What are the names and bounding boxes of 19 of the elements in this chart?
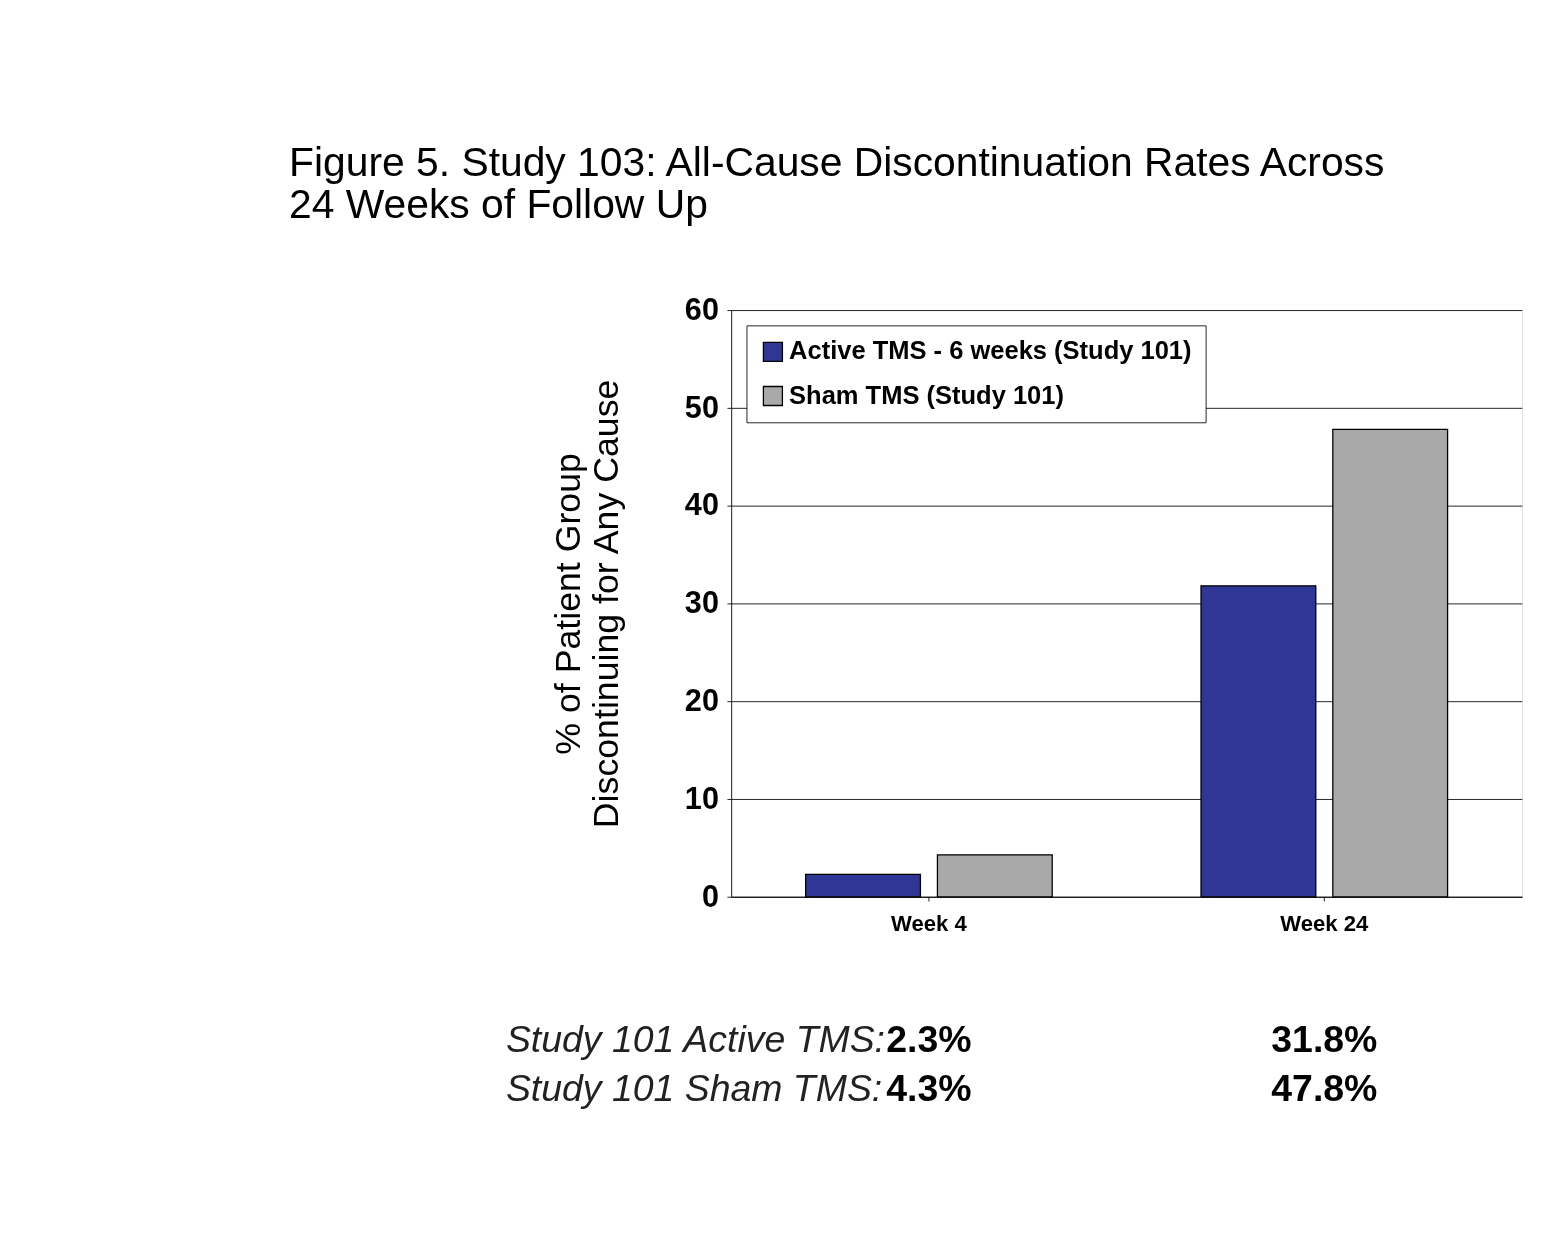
y-axis-title: % of Patient Group Discontinuing for Any Cause [548, 379, 626, 829]
text: Study 101 Active TMS: [505, 1018, 885, 1061]
legend-label: Active TMS - 6 weeks (Study 101) [789, 336, 1192, 365]
text: Study 101 Sham TMS: [505, 1066, 883, 1109]
y-tick-label: 30 [684, 585, 719, 620]
data-label: 2.3% [886, 1018, 972, 1061]
data-label: 47.8% [1271, 1066, 1378, 1109]
data-label: 4.3% [886, 1066, 972, 1109]
x-tick-label: Week 4 [891, 911, 968, 937]
y-tick-label: 40 [684, 487, 719, 522]
y-tick-label: 10 [684, 780, 719, 815]
y-tick-label: 20 [684, 683, 719, 718]
y-tick-label: 50 [684, 389, 719, 424]
data-label: 31.8% [1271, 1018, 1378, 1061]
y-tick-label: 0 [701, 878, 719, 913]
y-tick-label: 60 [684, 291, 719, 326]
x-tick-label: Week 24 [1280, 911, 1370, 937]
chart-title: Figure 5. Study 103: All-Cause Discontinuation Rates Across 24 Weeks of Follow Up [289, 138, 1385, 228]
legend-label: Sham TMS (Study 101) [789, 380, 1064, 409]
